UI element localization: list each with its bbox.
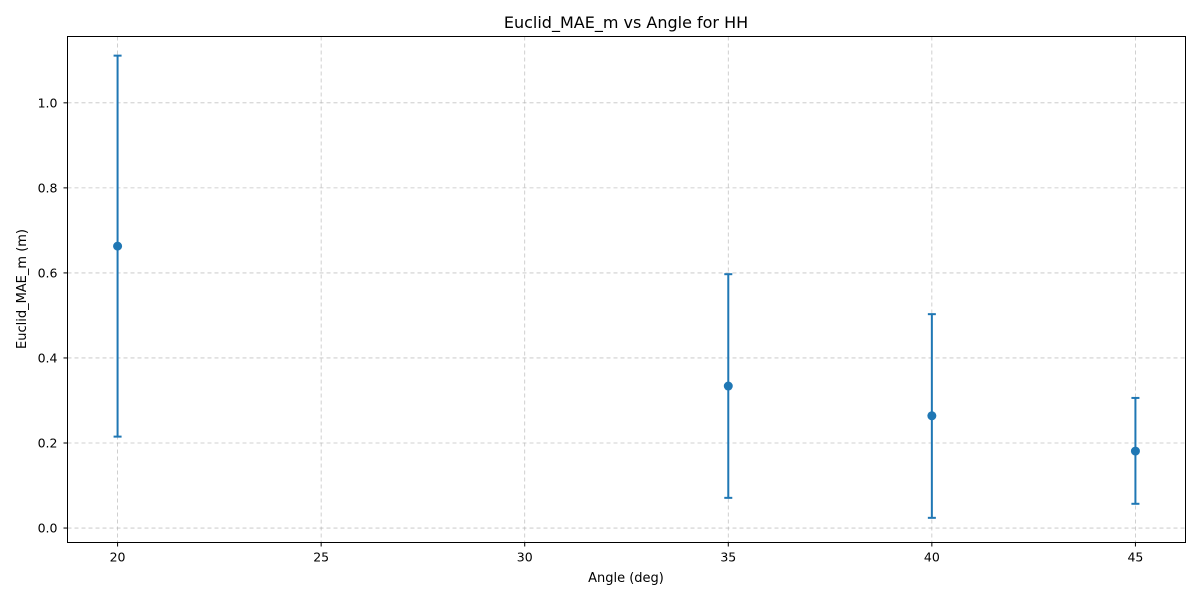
- data-point: [1130, 446, 1140, 456]
- y-axis-label: Euclid_MAE_m (m): [15, 229, 30, 349]
- y-tick-label: 0.0: [38, 521, 58, 536]
- plot-frame: [67, 36, 1186, 543]
- y-tick-label: 1.0: [38, 95, 58, 110]
- x-tick-label: 30: [517, 550, 533, 565]
- grid: [67, 36, 1186, 543]
- y-axis-ticks: 0.0 0.2 0.4 0.6 0.8 1.0: [38, 95, 68, 536]
- data-series: [113, 54, 1140, 519]
- y-tick-label: 0.2: [38, 436, 58, 451]
- x-tick-label: 35: [720, 550, 736, 565]
- data-point: [927, 411, 937, 421]
- y-tick-label: 0.4: [38, 350, 58, 365]
- x-tick-label: 45: [1127, 550, 1143, 565]
- x-tick-label: 20: [110, 550, 126, 565]
- chart-title: Euclid_MAE_m vs Angle for HH: [504, 13, 748, 33]
- y-tick-label: 0.8: [38, 180, 58, 195]
- x-tick-label: 40: [924, 550, 940, 565]
- x-axis-ticks: 20 25 30 35 40 45: [110, 542, 1143, 565]
- data-point: [113, 241, 123, 251]
- y-tick-label: 0.6: [38, 265, 58, 280]
- x-axis-label: Angle (deg): [588, 571, 664, 586]
- data-point: [723, 381, 733, 391]
- x-tick-label: 25: [313, 550, 329, 565]
